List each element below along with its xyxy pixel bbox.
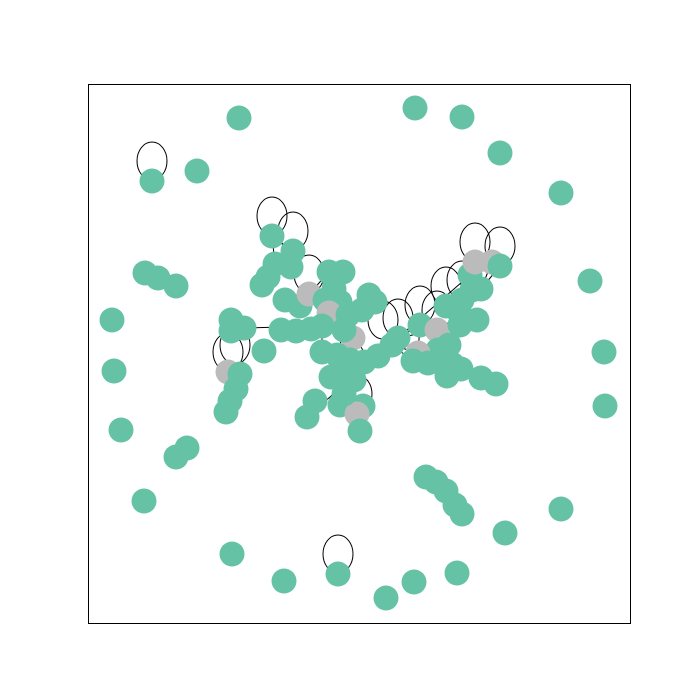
graph-node-teal <box>99 307 125 333</box>
graph-node-teal <box>373 585 399 611</box>
graph-node-teal <box>449 501 475 527</box>
graph-node-teal <box>548 496 574 522</box>
graph-node-teal <box>271 568 297 594</box>
graph-node-teal <box>163 273 189 299</box>
graph-node-teal <box>231 315 257 341</box>
graph-node-teal <box>131 488 157 514</box>
graph-node-teal <box>184 158 210 184</box>
graph-node-teal <box>283 318 309 344</box>
graph-node-teal <box>402 95 428 121</box>
node-layer <box>99 95 618 611</box>
graph-node-teal <box>309 313 335 339</box>
graph-node-teal <box>447 312 473 338</box>
graph-node-teal <box>487 253 513 279</box>
graph-node-teal <box>278 254 304 280</box>
graph-node-teal <box>331 317 357 343</box>
graph-node-teal <box>444 560 470 586</box>
graph-node-teal <box>213 399 239 425</box>
graph-node-teal <box>139 168 165 194</box>
graph-node-teal <box>219 541 245 567</box>
graph-node-teal <box>385 325 411 351</box>
graph-node-teal <box>434 363 460 389</box>
graph-node-teal <box>449 104 475 130</box>
graph-node-teal <box>592 393 618 419</box>
graph-node-teal <box>492 520 518 546</box>
graph-node-teal <box>325 561 351 587</box>
graph-node-teal <box>294 404 320 430</box>
graph-node-teal <box>347 418 373 444</box>
graph-node-teal <box>108 417 134 443</box>
graph-node-teal <box>101 358 127 384</box>
graph-node-teal <box>577 268 603 294</box>
graph-node-teal <box>251 338 277 364</box>
graph-node-teal <box>331 381 357 407</box>
graph-node-teal <box>401 569 427 595</box>
graph-node-teal <box>362 289 388 315</box>
graph-node-teal <box>259 223 285 249</box>
graph-node-teal <box>249 272 275 298</box>
graph-node-teal <box>548 180 574 206</box>
graph-node-teal <box>591 339 617 365</box>
plot-frame <box>88 84 631 624</box>
graph-node-teal <box>174 435 200 461</box>
graph-node-teal <box>483 371 509 397</box>
graph-node-teal <box>487 140 513 166</box>
graph-node-teal <box>226 105 252 131</box>
